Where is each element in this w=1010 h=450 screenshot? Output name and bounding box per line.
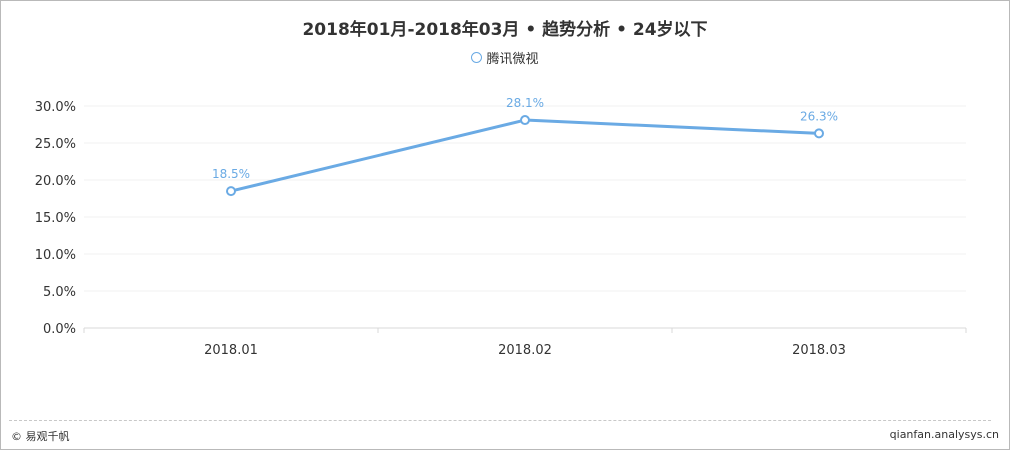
data-label: 28.1% (506, 96, 544, 110)
y-tick-label: 25.0% (35, 137, 76, 152)
footer-url: qianfan.analysys.cn (889, 428, 999, 441)
y-tick-label: 15.0% (35, 211, 76, 226)
y-tick-label: 0.0% (43, 322, 76, 337)
x-tick-label: 2018.03 (792, 343, 846, 358)
x-tick-label: 2018.01 (204, 343, 258, 358)
footer-divider (9, 420, 991, 421)
x-tick-label: 2018.02 (498, 343, 552, 358)
y-tick-label: 20.0% (35, 174, 76, 189)
legend-item-series[interactable]: 腾讯微视 (471, 48, 539, 67)
data-point (520, 115, 530, 126)
chart-title: 2018年01月-2018年03月 • 趋势分析 • 24岁以下 (302, 20, 708, 40)
y-tick-label: 30.0% (35, 100, 76, 115)
y-tick-label: 10.0% (35, 248, 76, 263)
data-label: 26.3% (800, 109, 838, 123)
legend-circle-icon (471, 52, 483, 63)
data-label: 18.5% (212, 167, 250, 181)
y-tick-label: 5.0% (43, 285, 76, 300)
footer-copyright: © 易观千帆 (11, 430, 70, 443)
data-point (814, 128, 824, 139)
legend-label: 腾讯微视 (486, 52, 539, 67)
data-point (226, 186, 236, 197)
line-chart: 0.0% 5.0% 10.0% 15.0% 20.0% 25.0% 30.0% 2018.01… (35, 96, 967, 358)
chart-legend: 腾讯微视 (1, 48, 1009, 67)
